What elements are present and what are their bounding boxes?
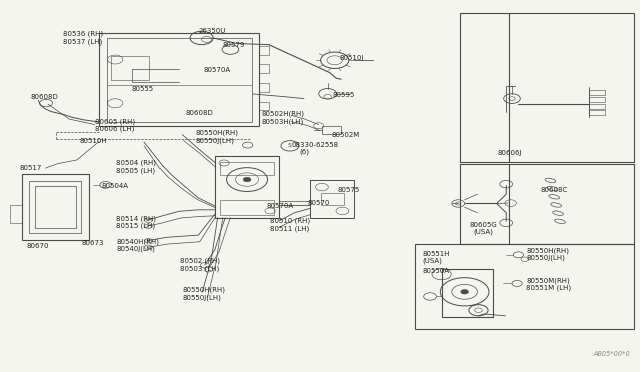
Text: (6): (6) <box>299 148 309 155</box>
Text: 80550J(LH): 80550J(LH) <box>526 255 565 262</box>
Text: 80608D: 80608D <box>31 94 58 100</box>
Bar <box>589 97 605 102</box>
Text: 80608C: 80608C <box>540 187 568 193</box>
Text: 80505 (LH): 80505 (LH) <box>116 167 156 174</box>
Bar <box>29 181 81 232</box>
Text: 80502H(RH): 80502H(RH) <box>261 111 304 118</box>
Text: 80595: 80595 <box>333 92 355 98</box>
Text: 80605G: 80605G <box>469 222 497 228</box>
Text: 80570A: 80570A <box>267 203 294 209</box>
Text: 80605 (RH): 80605 (RH) <box>95 119 135 125</box>
Bar <box>259 83 269 92</box>
Text: 80670: 80670 <box>27 243 49 248</box>
Text: 80608D: 80608D <box>186 110 213 116</box>
Bar <box>589 110 605 115</box>
Text: 80515 (LH): 80515 (LH) <box>116 223 156 230</box>
Text: 80606J: 80606J <box>497 150 522 155</box>
Text: 80570A: 80570A <box>204 67 230 73</box>
Text: 08330-62558: 08330-62558 <box>291 142 339 148</box>
Bar <box>589 90 605 95</box>
Bar <box>415 244 634 329</box>
Bar <box>322 126 341 134</box>
Text: S: S <box>288 143 292 148</box>
Text: 80503H(LH): 80503H(LH) <box>261 118 303 125</box>
Text: 80550J(LH): 80550J(LH) <box>182 294 221 301</box>
Text: 80537 (LH): 80537 (LH) <box>63 38 102 45</box>
Text: 80510H: 80510H <box>80 138 108 144</box>
Text: 80570: 80570 <box>308 200 330 206</box>
Text: 80550J(LH): 80550J(LH) <box>195 137 234 144</box>
Text: 80510J: 80510J <box>339 55 364 61</box>
Text: 80502M: 80502M <box>332 132 360 138</box>
Circle shape <box>243 177 251 182</box>
Text: A805*00*0: A805*00*0 <box>594 351 630 357</box>
Bar <box>589 104 605 109</box>
Bar <box>107 38 252 122</box>
Bar <box>259 46 269 55</box>
Bar <box>220 200 274 215</box>
Bar <box>259 102 269 110</box>
Text: 26350U: 26350U <box>198 28 226 33</box>
Bar <box>460 164 634 244</box>
Bar <box>99 33 259 126</box>
Bar <box>442 269 493 317</box>
Text: 80502 (RH): 80502 (RH) <box>180 258 220 264</box>
Text: (USA): (USA) <box>473 229 493 235</box>
Bar <box>321 193 344 205</box>
Text: 80540J(LH): 80540J(LH) <box>116 246 156 253</box>
Text: 80575: 80575 <box>338 187 360 193</box>
Bar <box>220 162 274 175</box>
Bar <box>10 205 22 223</box>
Text: 80550M(RH): 80550M(RH) <box>526 277 570 284</box>
Text: 80511 (LH): 80511 (LH) <box>270 225 309 232</box>
Bar <box>111 56 149 80</box>
Bar <box>310 180 354 218</box>
Text: 80540H(RH): 80540H(RH) <box>116 238 159 245</box>
Circle shape <box>461 289 468 294</box>
Text: 80503 (LH): 80503 (LH) <box>180 265 220 272</box>
Text: 80673: 80673 <box>82 240 104 246</box>
Text: 80504 (RH): 80504 (RH) <box>116 160 156 166</box>
Text: 80550H(RH): 80550H(RH) <box>195 130 238 137</box>
Bar <box>35 186 76 228</box>
Text: 80510 (RH): 80510 (RH) <box>270 218 310 224</box>
Bar <box>215 156 279 218</box>
Text: 80551M (LH): 80551M (LH) <box>526 285 572 291</box>
Text: 80514 (RH): 80514 (RH) <box>116 215 156 222</box>
Text: 80579: 80579 <box>222 42 244 48</box>
Bar <box>460 13 634 162</box>
Text: 80550A: 80550A <box>422 268 449 274</box>
Text: (USA): (USA) <box>422 257 442 264</box>
Text: 80550H(RH): 80550H(RH) <box>182 287 225 294</box>
Text: 80555: 80555 <box>131 86 154 92</box>
Text: 80517: 80517 <box>19 165 42 171</box>
Text: 80551H: 80551H <box>422 251 450 257</box>
Text: 80606 (LH): 80606 (LH) <box>95 126 134 132</box>
Text: 80536 (RH): 80536 (RH) <box>63 31 103 38</box>
Bar <box>22 174 89 240</box>
Text: 80504A: 80504A <box>101 183 128 189</box>
Text: 80550H(RH): 80550H(RH) <box>526 247 569 254</box>
Bar <box>259 64 269 73</box>
